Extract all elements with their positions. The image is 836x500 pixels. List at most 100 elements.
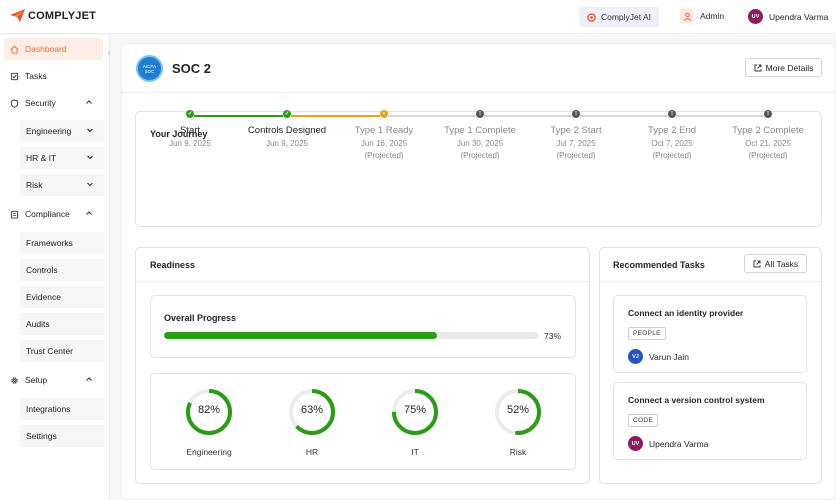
overall-progress-value: 73% [544, 331, 562, 341]
external-link-icon [753, 260, 761, 267]
journey-step-projected: (Projected) [652, 151, 692, 160]
sidebar-item-label: Engineering [26, 126, 72, 136]
overall-progress-label: Overall Progress [164, 313, 237, 323]
sidebar-item-label: Audits [26, 319, 50, 329]
gauge-label: HR [305, 447, 319, 457]
user-menu[interactable]: UV Upendra Varma [748, 9, 828, 24]
sidebar-item-risk[interactable]: Risk [20, 174, 104, 196]
sidebar-item-label: Evidence [26, 292, 61, 302]
overall-progress-bar [164, 332, 538, 339]
journey-connector [580, 115, 668, 117]
gauge-ring [392, 389, 438, 435]
gauge-label: Engineering [186, 447, 232, 457]
paper-plane-icon [10, 9, 25, 22]
pending-icon: ! [476, 110, 484, 118]
sidebar-item-label: Setup [25, 375, 48, 385]
journey-step: ! Type 2 End Oct 7, 2025 (Projected) [627, 110, 717, 160]
chevron-up-icon [86, 100, 92, 104]
sidebar-item-label: Controls [26, 265, 58, 275]
sidebar-item-trust-center[interactable]: Trust Center [20, 340, 104, 362]
sidebar-item-tasks[interactable]: Tasks [4, 65, 103, 87]
journey-step: ! Type 1 Complete Jun 30, 2025 (Projected) [435, 110, 525, 160]
sidebar-item-label: HR & IT [26, 153, 57, 163]
sidebar-item-label: Security [25, 98, 56, 108]
journey-connector [484, 115, 572, 117]
page-header: AICPA SOC SOC 2 More Details [122, 44, 835, 93]
task-card[interactable]: Connect a version control system CODE UV… [613, 382, 807, 460]
sidebar-item-setup[interactable]: Setup [4, 369, 103, 391]
avatar: UV [628, 436, 643, 451]
journey-connector [676, 115, 764, 117]
gauge-hr: 63% HR [282, 387, 342, 457]
journey-step-projected: (Projected) [364, 151, 404, 160]
chevron-down-icon [87, 128, 93, 133]
sparkle-icon [587, 12, 596, 22]
task-assignee: VJ Varun Jain [628, 349, 689, 364]
brand-name: COMPLYJET [28, 9, 97, 22]
admin-icon [680, 9, 694, 23]
journey-card [135, 111, 822, 227]
sidebar-item-controls[interactable]: Controls [20, 259, 104, 281]
top-bar: COMPLYJET ComplyJet AI Admin UV Upendra … [0, 0, 836, 34]
journey-step-projected: (Projected) [460, 151, 500, 160]
collapse-sidebar-icon[interactable]: ‹ [107, 47, 111, 57]
journey-step: ! Type 2 Complete Oct 21, 2025 (Projected) [723, 110, 813, 160]
sidebar-item-hr-it[interactable]: HR & IT [20, 147, 104, 169]
journey-step-label: Type 2 End [647, 125, 697, 136]
task-title: Connect a version control system [628, 395, 765, 405]
sidebar-item-evidence[interactable]: Evidence [20, 286, 104, 308]
journey-step: ✓ Start Jun 9, 2025 [145, 110, 235, 148]
pending-icon: ! [572, 110, 580, 118]
logo[interactable]: COMPLYJET [10, 9, 96, 22]
complyjet-ai-button[interactable]: ComplyJet AI [579, 7, 659, 27]
sidebar-item-label: Tasks [25, 71, 47, 81]
ai-label: ComplyJet AI [600, 12, 652, 22]
pending-icon: ! [764, 110, 772, 118]
home-icon [10, 45, 19, 54]
badge-line-1: AICPA [142, 63, 157, 69]
task-card[interactable]: Connect an identity provider PEOPLE VJ V… [613, 295, 807, 373]
sidebar-item-label: Risk [26, 180, 43, 190]
readiness-title: Readiness [150, 260, 196, 270]
admin-button[interactable]: Admin [680, 9, 724, 23]
page-title: SOC 2 [172, 61, 212, 76]
sidebar-item-label: Integrations [26, 404, 71, 414]
journey-step: • Type 1 Ready Jun 16, 2025 (Projected) [339, 110, 429, 160]
chevron-down-icon [87, 155, 93, 160]
sidebar-item-security[interactable]: Security [4, 92, 103, 114]
gauge-ring [289, 389, 335, 435]
shield-icon [10, 98, 19, 108]
task-title: Connect an identity provider [628, 308, 744, 318]
admin-label: Admin [700, 11, 725, 21]
sidebar-item-settings[interactable]: Settings [20, 425, 104, 447]
gauge-value: 82% [197, 404, 221, 416]
sidebar-item-audits[interactable]: Audits [20, 313, 104, 335]
journey-step-label: Type 1 Ready [354, 125, 414, 136]
journey-connector [388, 115, 476, 117]
gauge-ring [186, 389, 232, 435]
recommended-tasks-title: Recommended Tasks [613, 260, 705, 270]
more-details-button[interactable]: More Details [745, 58, 822, 77]
avatar: UV [748, 9, 763, 24]
sidebar-item-integrations[interactable]: Integrations [20, 398, 104, 420]
task-assignee: UV Upendra Varma [628, 436, 708, 451]
sidebar-item-label: Compliance [25, 209, 70, 219]
journey-step-date: Jun 30, 2025 [456, 139, 504, 148]
sidebar-item-compliance[interactable]: Compliance [4, 203, 103, 225]
journey-step-label: Type 2 Complete [732, 125, 804, 136]
sidebar-item-frameworks[interactable]: Frameworks [20, 232, 104, 254]
sidebar-item-engineering[interactable]: Engineering [20, 120, 104, 142]
all-tasks-button[interactable]: All Tasks [744, 254, 807, 273]
journey-step-projected: (Projected) [556, 151, 596, 160]
gauge-engineering: 82% Engineering [179, 387, 239, 457]
clipboard-icon [10, 210, 19, 219]
soc2-badge-icon: AICPA SOC [136, 55, 163, 82]
chevron-up-icon [86, 377, 92, 381]
task-tag: CODE [628, 414, 658, 427]
sidebar-item-dashboard[interactable]: Dashboard [4, 38, 103, 60]
sidebar-item-label: Settings [26, 431, 57, 441]
journey-step: ✓ Controls Designed Jun 9, 2025 [242, 110, 332, 148]
chevron-down-icon [87, 182, 93, 187]
journey-step-label: Type 2 Start [550, 125, 602, 136]
in-progress-icon: • [380, 110, 388, 118]
